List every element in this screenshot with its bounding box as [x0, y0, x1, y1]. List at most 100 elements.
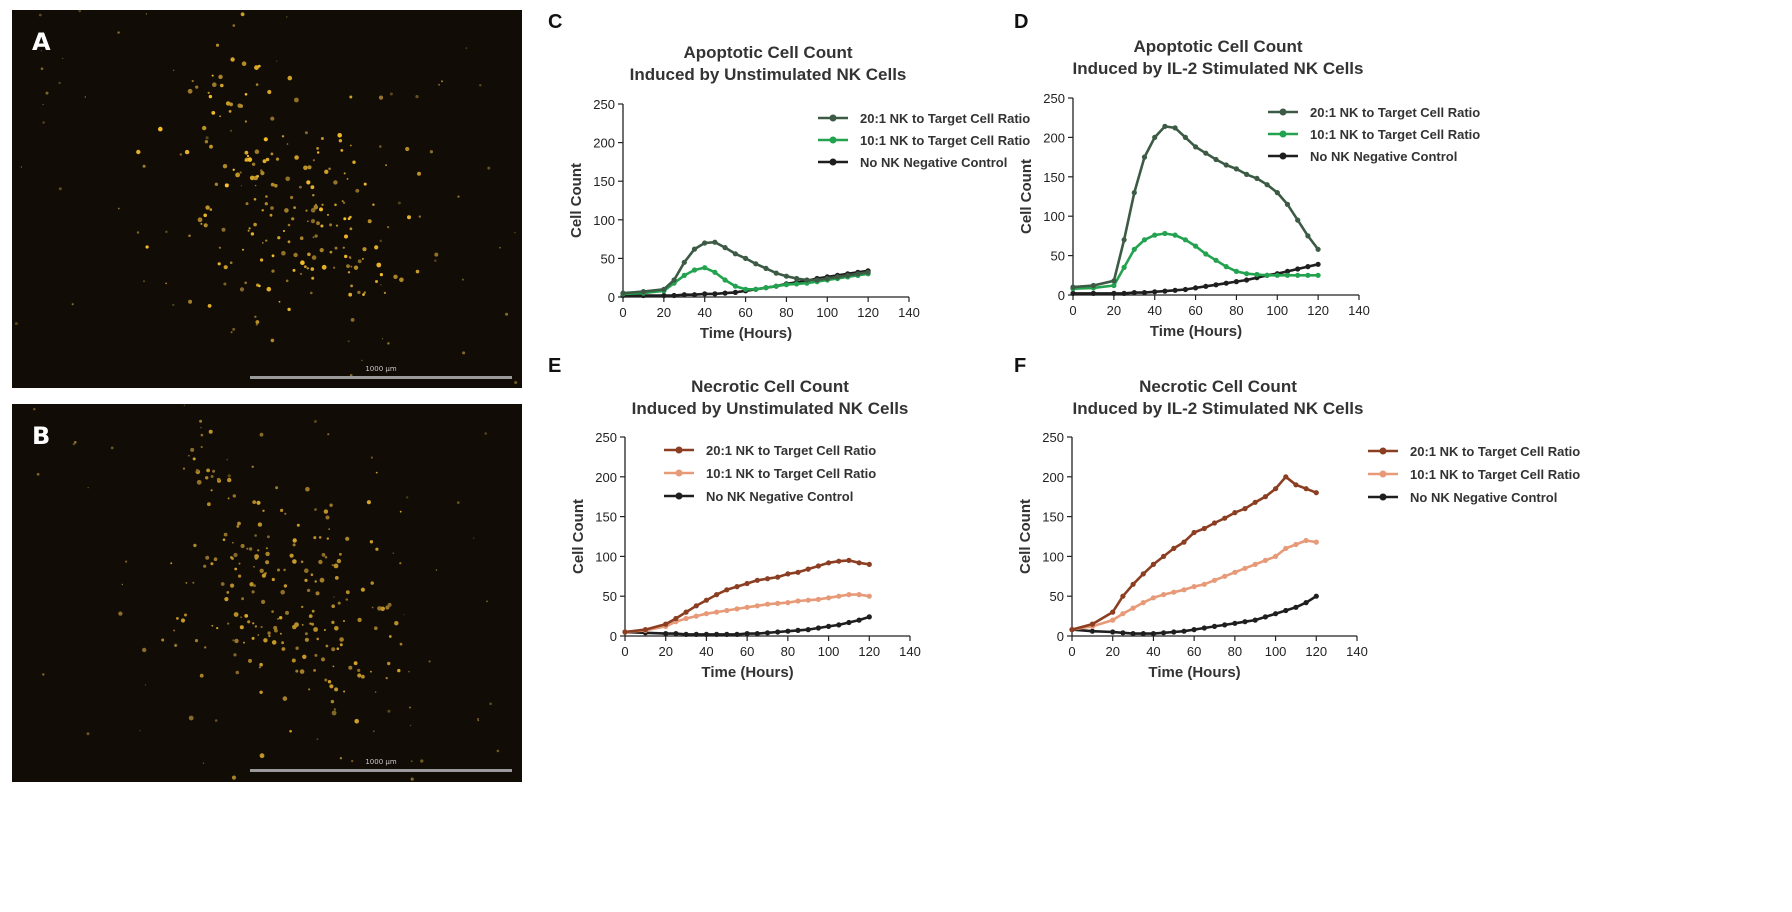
cell-dot [240, 185, 243, 187]
cell-dot [287, 75, 293, 81]
cell-dot [342, 619, 346, 623]
data-point [763, 265, 769, 271]
data-point [1161, 630, 1167, 636]
data-point [846, 619, 852, 626]
data-point [764, 601, 771, 607]
cell-dot [457, 501, 460, 504]
data-point [785, 600, 791, 606]
legend-marker [829, 136, 837, 144]
cell-dot [304, 632, 308, 636]
data-point [620, 291, 626, 297]
cell-dot [280, 589, 286, 595]
cell-dot [238, 574, 242, 578]
cell-dot [271, 254, 275, 258]
cell-dot [210, 562, 214, 566]
cell-dot [329, 503, 333, 507]
cell-dot [462, 351, 466, 355]
data-point [1254, 175, 1260, 181]
data-point [826, 560, 832, 566]
cell-dot [202, 762, 205, 764]
cell-dot [247, 620, 251, 624]
cell-dot [240, 543, 245, 549]
cell-dot [331, 647, 336, 652]
cell-dot [339, 643, 343, 647]
data-point [1162, 288, 1168, 294]
cell-dot [369, 540, 374, 544]
data-point [1273, 611, 1279, 617]
x-tick-label: 120 [857, 305, 879, 320]
cell-dot [304, 637, 309, 642]
data-point [642, 630, 649, 636]
data-point [712, 269, 718, 275]
panel-letter-a: A [32, 28, 51, 56]
cell-dot [279, 616, 283, 620]
cell-dot [270, 152, 274, 156]
cell-dot [405, 146, 410, 152]
cell-dot [247, 229, 250, 232]
data-point [826, 623, 832, 630]
cell-dot [142, 164, 146, 168]
cell-dot [334, 203, 337, 207]
cell-dot [383, 291, 386, 294]
cell-dot [487, 166, 491, 170]
cell-dot [207, 91, 210, 94]
cell-dot [265, 239, 268, 242]
chart-panel-d: D Apoptotic Cell Count Induced by IL-2 Sti… [1014, 11, 1480, 340]
data-point [1223, 280, 1229, 286]
cell-dot [214, 719, 218, 722]
series-line [624, 559, 870, 634]
cell-dot [192, 457, 196, 461]
cell-dot [216, 627, 219, 630]
cell-dot [275, 157, 280, 161]
data-point [722, 277, 728, 283]
cell-dot [331, 564, 334, 567]
cell-dot [251, 636, 255, 640]
cell-dot [200, 433, 204, 437]
cell-dot [281, 135, 285, 138]
cell-dot [374, 245, 379, 250]
cell-dot [331, 710, 337, 716]
data-point [1264, 272, 1270, 278]
cell-dot [255, 83, 259, 86]
data-point [856, 560, 862, 566]
cell-dot [270, 206, 274, 210]
cell-dot [387, 661, 391, 666]
cell-dot [139, 730, 141, 732]
data-point [795, 598, 801, 604]
data-point [783, 282, 790, 288]
data-point [703, 631, 710, 638]
data-point [671, 292, 677, 299]
cell-dot [196, 468, 199, 472]
cell-dot [284, 208, 289, 213]
data-point [1193, 285, 1199, 291]
y-tick-label: 50 [603, 589, 617, 604]
data-point [703, 611, 710, 617]
cell-dot [285, 279, 289, 283]
data-point [661, 286, 667, 292]
cell-dot [327, 433, 330, 436]
data-point [1191, 529, 1197, 536]
legend-marker [675, 446, 683, 454]
data-point [836, 593, 842, 599]
data-point [1254, 271, 1260, 278]
data-point [1262, 614, 1268, 620]
cell-dot [329, 223, 333, 227]
cell-dot [232, 24, 236, 27]
cell-dot [305, 209, 308, 212]
y-tick-label: 50 [1050, 589, 1064, 604]
cell-dot [313, 204, 319, 210]
cell-dot [40, 50, 43, 52]
cell-dot [344, 234, 348, 239]
cell-dot [218, 75, 222, 79]
legend-label: 10:1 NK to Target Cell Ratio [1410, 467, 1580, 482]
cell-dot [333, 596, 335, 598]
data-point [1130, 581, 1136, 587]
data-point [1111, 282, 1117, 289]
cell-dot [33, 408, 36, 411]
cell-dot [329, 250, 333, 254]
cell-dot [319, 577, 325, 583]
cell-dot [197, 217, 203, 223]
data-point [1089, 623, 1095, 630]
x-tick-label: 100 [1266, 303, 1288, 318]
cell-dot [208, 429, 213, 434]
